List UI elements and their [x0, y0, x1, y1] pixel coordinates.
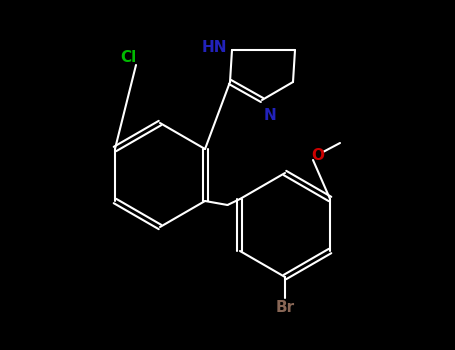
Text: HN: HN: [202, 41, 227, 56]
Text: Br: Br: [275, 301, 294, 315]
Text: N: N: [264, 108, 277, 123]
Text: O: O: [312, 147, 324, 162]
Text: Cl: Cl: [120, 49, 136, 64]
